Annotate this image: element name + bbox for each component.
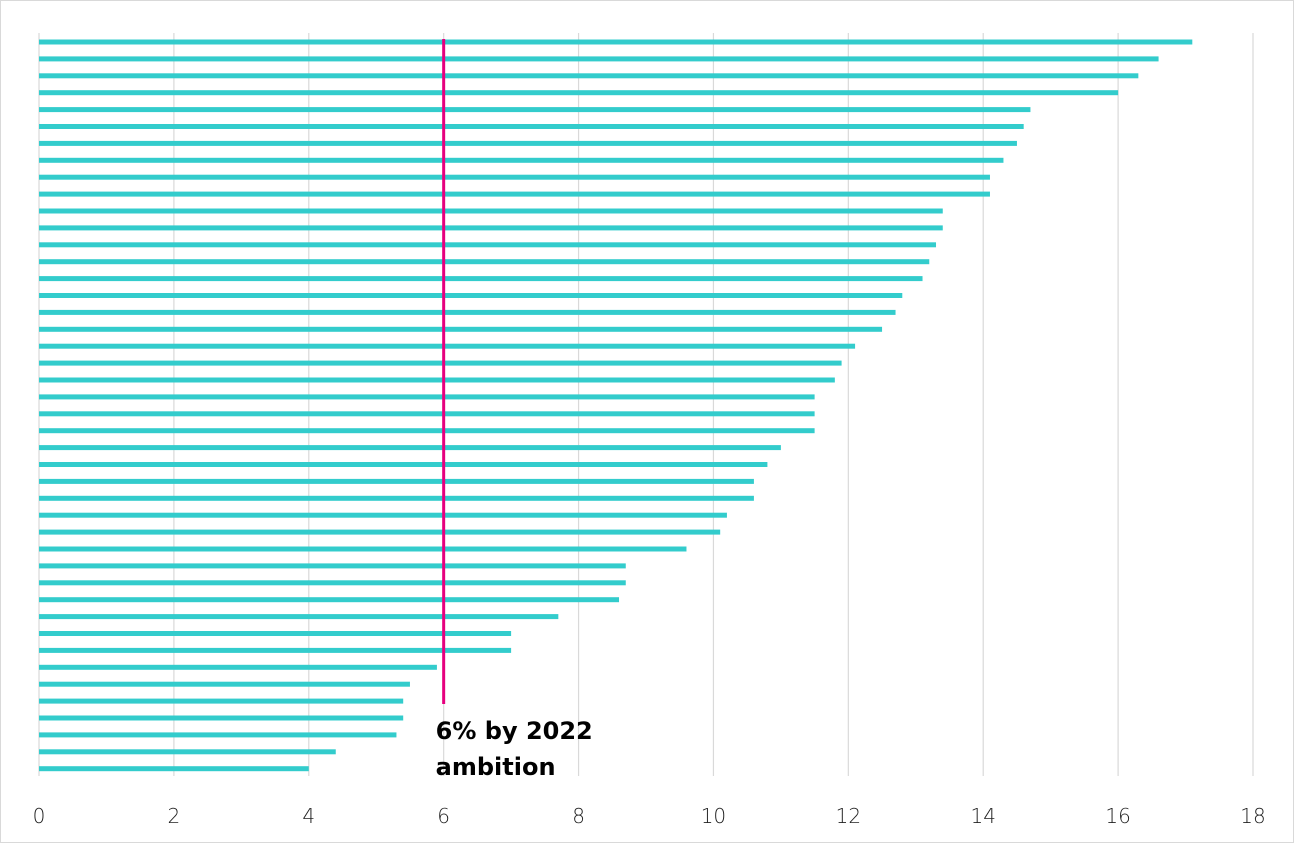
bar [39,647,512,653]
bar [39,326,883,332]
bar [39,681,410,687]
bar [39,614,559,620]
bar [39,411,815,417]
bar [39,191,990,197]
bar [39,90,1119,96]
bar [39,242,937,248]
bar [39,259,930,265]
bar [39,495,754,501]
bar [39,428,815,434]
bar [39,343,856,349]
bar [39,73,1139,79]
bar [39,107,1031,113]
reference-line-label-2: ambition [436,753,556,781]
bar [39,732,397,738]
bar [39,140,1017,146]
x-tick-label: 4 [302,804,315,828]
x-tick-label: 6 [437,804,450,828]
bar [39,445,781,451]
bar [39,394,815,400]
x-tick-label: 14 [970,804,995,828]
bar [39,512,727,518]
bar [39,56,1159,62]
bar [39,749,336,755]
bar [39,157,1004,163]
bar [39,39,1193,45]
x-tick-label: 2 [168,804,181,828]
bar [39,124,1024,129]
bar [39,293,903,298]
bar [39,715,404,721]
x-tick-label: 16 [1105,804,1130,828]
bars [39,39,1193,772]
bar [39,698,404,704]
bar [39,360,842,366]
bar [39,309,896,315]
bar [39,563,626,569]
x-tick-label: 18 [1240,804,1265,828]
bar [39,580,626,586]
x-tick-label: 0 [33,804,46,828]
bar [39,631,512,636]
bar [39,529,721,535]
bar [39,462,768,467]
bar [39,546,687,552]
bar [39,225,943,231]
bar [39,174,990,180]
bar [39,478,754,484]
reference-line-label: 6% by 2022 [436,717,593,745]
x-tick-label: 10 [701,804,726,828]
x-axis-ticks: 0 2 4 6 8 10 12 14 16 18 [33,804,1266,828]
x-tick-label: 8 [572,804,585,828]
bar [39,377,835,383]
bar [39,664,437,670]
bar [39,597,620,603]
bar [39,208,943,214]
bar [39,766,309,772]
reference-line-group: 6% by 2022 ambition [436,39,593,781]
x-tick-label: 12 [836,804,861,828]
bar [39,276,923,282]
